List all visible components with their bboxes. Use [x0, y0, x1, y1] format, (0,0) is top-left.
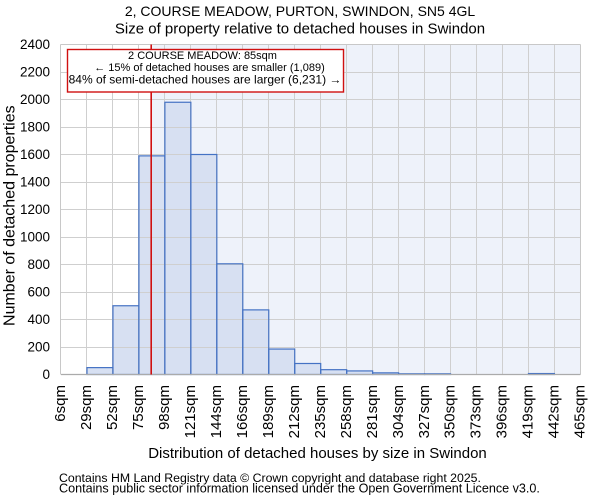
svg-text:1200: 1200 — [20, 202, 50, 217]
svg-text:419sqm: 419sqm — [520, 385, 537, 438]
svg-text:Contains public sector informa: Contains public sector information licen… — [59, 481, 540, 495]
svg-text:235sqm: 235sqm — [312, 385, 329, 438]
svg-text:304sqm: 304sqm — [390, 385, 407, 438]
svg-text:Number of detached properties: Number of detached properties — [2, 105, 19, 326]
svg-text:281sqm: 281sqm — [364, 385, 381, 438]
svg-text:144sqm: 144sqm — [208, 385, 225, 438]
svg-text:200: 200 — [27, 340, 50, 355]
svg-text:258sqm: 258sqm — [338, 385, 355, 438]
svg-text:Contains HM Land Registry data: Contains HM Land Registry data © Crown c… — [59, 471, 481, 485]
svg-text:2200: 2200 — [20, 65, 50, 80]
svg-text:1800: 1800 — [20, 120, 50, 135]
svg-text:29sqm: 29sqm — [78, 385, 95, 430]
svg-text:396sqm: 396sqm — [494, 385, 511, 438]
svg-text:98sqm: 98sqm — [156, 385, 173, 430]
svg-text:2 COURSE MEADOW: 85sqm: 2 COURSE MEADOW: 85sqm — [128, 50, 277, 62]
svg-text:600: 600 — [27, 285, 50, 300]
svg-text:166sqm: 166sqm — [234, 385, 251, 438]
svg-text:2400: 2400 — [20, 37, 50, 52]
svg-text:350sqm: 350sqm — [442, 385, 459, 438]
svg-text:6sqm: 6sqm — [52, 385, 69, 422]
svg-text:2, COURSE MEADOW, PURTON, SWIN: 2, COURSE MEADOW, PURTON, SWINDON, SN5 4… — [125, 3, 476, 19]
svg-text:189sqm: 189sqm — [260, 385, 277, 438]
svg-text:52sqm: 52sqm — [104, 385, 121, 430]
svg-text:121sqm: 121sqm — [182, 385, 199, 438]
svg-text:800: 800 — [27, 257, 50, 272]
svg-text:1400: 1400 — [20, 175, 50, 190]
svg-text:← 15% of detached houses are s: ← 15% of detached houses are smaller (1,… — [94, 62, 325, 74]
svg-text:0: 0 — [42, 367, 50, 382]
svg-text:Distribution of detached house: Distribution of detached houses by size … — [148, 445, 487, 462]
svg-text:442sqm: 442sqm — [546, 385, 563, 438]
svg-text:1600: 1600 — [20, 147, 50, 162]
svg-text:400: 400 — [27, 312, 50, 327]
svg-text:465sqm: 465sqm — [572, 385, 589, 438]
svg-text:2000: 2000 — [20, 92, 50, 107]
svg-text:75sqm: 75sqm — [130, 385, 147, 430]
svg-text:1000: 1000 — [20, 230, 50, 245]
svg-text:212sqm: 212sqm — [286, 385, 303, 438]
svg-text:373sqm: 373sqm — [468, 385, 485, 438]
svg-text:Size of property relative to d: Size of property relative to detached ho… — [115, 21, 485, 38]
svg-text:84% of semi-detached houses ar: 84% of semi-detached houses are larger (… — [69, 73, 342, 87]
svg-text:327sqm: 327sqm — [416, 385, 433, 438]
